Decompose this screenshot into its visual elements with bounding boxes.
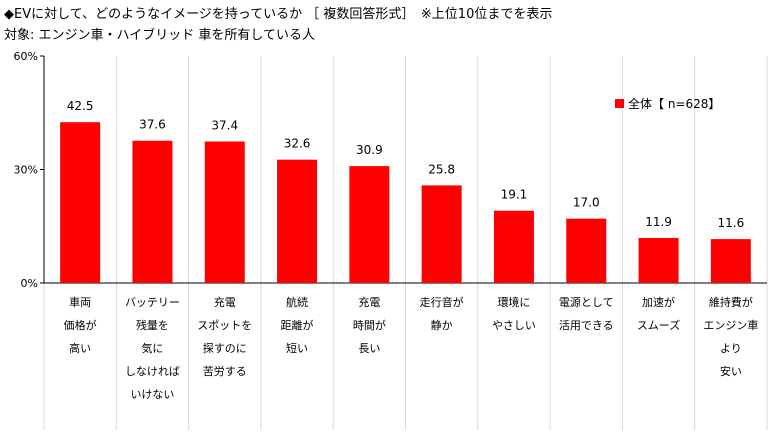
category-label-1: 価格が bbox=[64, 318, 97, 332]
category-label-2: いけない bbox=[130, 388, 174, 401]
bar-1 bbox=[60, 122, 101, 283]
category-label-5: 充電 bbox=[358, 295, 380, 309]
y-tick-label: 60% bbox=[14, 50, 38, 63]
value-label-4: 32.6 bbox=[284, 137, 311, 151]
category-label-8: 電源として bbox=[559, 295, 614, 309]
category-label-2: バッテリー bbox=[125, 296, 180, 309]
category-label-3: 充電 bbox=[214, 295, 236, 309]
category-label-3: 探すのに bbox=[203, 342, 247, 355]
category-label-4: 航続 bbox=[286, 295, 308, 309]
y-tick-label: 30% bbox=[14, 164, 38, 177]
bar-4 bbox=[277, 159, 318, 283]
value-label-9: 11.9 bbox=[645, 215, 672, 229]
bar-5 bbox=[349, 166, 390, 283]
category-label-6: 走行音が bbox=[420, 295, 464, 309]
category-label-1: 車両 bbox=[69, 295, 91, 309]
bar-6 bbox=[421, 185, 462, 283]
category-label-2: しなければ bbox=[125, 365, 180, 378]
category-label-5: 時間が bbox=[353, 318, 386, 332]
category-label-8: 活用できる bbox=[559, 319, 614, 332]
category-label-3: スポットを bbox=[197, 319, 252, 332]
category-label-10: より bbox=[720, 342, 742, 355]
category-label-5: 長い bbox=[358, 342, 380, 355]
category-label-9: スムーズ bbox=[637, 318, 680, 332]
bar-10 bbox=[710, 239, 751, 283]
chart-title: ◆EVに対して、どのようなイメージを持っているか ［ 複数回答形式］ ※上位10… bbox=[4, 7, 553, 22]
category-label-4: 距離が bbox=[281, 318, 314, 332]
value-label-3: 37.4 bbox=[211, 119, 238, 133]
value-label-5: 30.9 bbox=[356, 143, 383, 157]
category-label-1: 高い bbox=[69, 341, 91, 355]
category-label-9: 加速が bbox=[642, 295, 675, 309]
y-tick-label: 0% bbox=[21, 277, 38, 290]
value-label-1: 42.5 bbox=[67, 99, 94, 113]
bar-8 bbox=[566, 218, 607, 283]
legend-swatch bbox=[615, 99, 624, 108]
value-label-2: 37.6 bbox=[139, 118, 166, 132]
category-label-4: 短い bbox=[286, 341, 308, 355]
chart-subtitle: 対象: エンジン車・ハイブリッド 車を所有している人 bbox=[4, 28, 315, 43]
category-label-2: 気に bbox=[141, 341, 163, 355]
category-label-10: 維持費が bbox=[709, 295, 753, 309]
bar-2 bbox=[132, 140, 173, 283]
category-label-2: 残量を bbox=[136, 318, 169, 332]
category-label-10: 安い bbox=[720, 364, 742, 378]
bar-3 bbox=[204, 141, 245, 283]
category-label-7: 環境に bbox=[497, 295, 530, 309]
value-label-7: 19.1 bbox=[501, 188, 528, 202]
category-label-10: エンジン車 bbox=[703, 318, 758, 332]
value-label-6: 25.8 bbox=[428, 162, 455, 176]
legend-label: 全体【 n=628】 bbox=[628, 96, 720, 111]
value-label-8: 17.0 bbox=[573, 196, 600, 210]
bar-7 bbox=[493, 210, 534, 283]
category-label-3: 苦労する bbox=[203, 364, 247, 378]
bar-9 bbox=[638, 237, 679, 283]
value-label-10: 11.6 bbox=[717, 216, 744, 230]
category-label-7: やさしい bbox=[492, 319, 536, 332]
category-label-6: 静か bbox=[431, 318, 453, 332]
